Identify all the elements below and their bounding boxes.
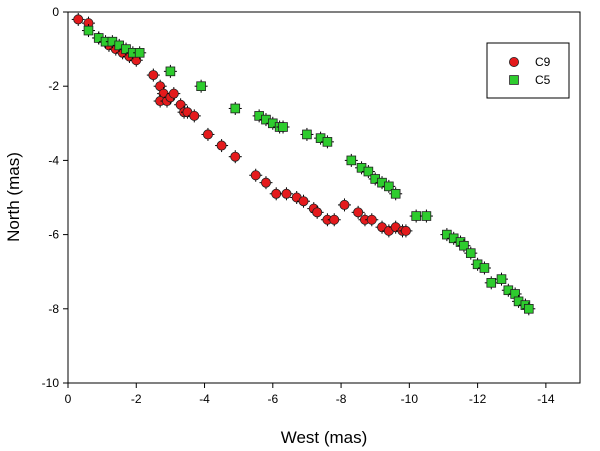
point-c9 [365,213,379,227]
x-tick-label: 0 [65,392,72,406]
legend-item-c9: C9 [508,55,551,69]
point-c5 [382,179,396,193]
y-tick-label: -4 [48,153,59,167]
y-tick-label: -8 [48,302,59,316]
point-c9 [71,12,85,26]
point-c5 [320,135,334,149]
point-c5 [300,127,314,141]
x-axis-title: West (mas) [281,428,368,447]
point-c9 [187,109,201,123]
point-c5 [419,209,433,223]
x-tick-label: -8 [336,392,347,406]
legend-marker-c5 [509,75,519,85]
point-c9 [337,198,351,212]
x-tick-label: -6 [267,392,278,406]
point-c9 [81,16,95,30]
point-c9 [146,68,160,82]
axis-ticks: 0 -2 -4 -6 -8 -10 -12 -14 0 -2 -4 -6 -8 -10 [42,5,555,406]
point-c9 [399,224,413,238]
point-c5 [344,153,358,167]
y-tick-label: -10 [42,376,60,390]
legend-label-c9: C9 [535,55,551,69]
point-c5 [133,46,147,60]
point-c5 [464,246,478,260]
legend-box [486,42,570,99]
point-c5 [194,79,208,93]
point-c5 [163,64,177,78]
point-c9 [320,213,334,227]
point-c5 [477,261,491,275]
x-tick-label: -14 [537,392,555,406]
y-tick-label: 0 [52,5,59,19]
legend-item-c5: C5 [509,73,551,87]
point-c9 [310,205,324,219]
x-tick-label: -12 [469,392,487,406]
point-c5 [259,113,273,127]
legend-label-c5: C5 [535,73,551,87]
point-c9 [279,187,293,201]
point-c5 [522,302,536,316]
point-c9 [327,213,341,227]
point-c5 [276,120,290,134]
point-c5 [228,101,242,115]
y-tick-label: -2 [48,79,59,93]
point-c5 [457,239,471,253]
point-c5 [389,187,403,201]
point-c9 [215,139,229,153]
point-c9 [249,168,263,182]
legend-marker-c9 [508,57,519,68]
point-c9 [351,205,365,219]
data-points [71,12,536,316]
x-tick-label: -4 [199,392,210,406]
point-c9 [297,194,311,208]
point-c9 [228,150,242,164]
y-axis-title: North (mas) [4,152,23,242]
y-tick-label: -6 [48,228,59,242]
point-c5 [484,276,498,290]
point-c9 [201,127,215,141]
x-tick-label: -10 [401,392,419,406]
point-c5 [494,272,508,286]
point-c9 [129,53,143,67]
point-c5 [81,24,95,38]
point-c9 [167,87,181,101]
point-c9 [259,176,273,190]
x-tick-label: -2 [131,392,142,406]
point-c5 [361,165,375,179]
